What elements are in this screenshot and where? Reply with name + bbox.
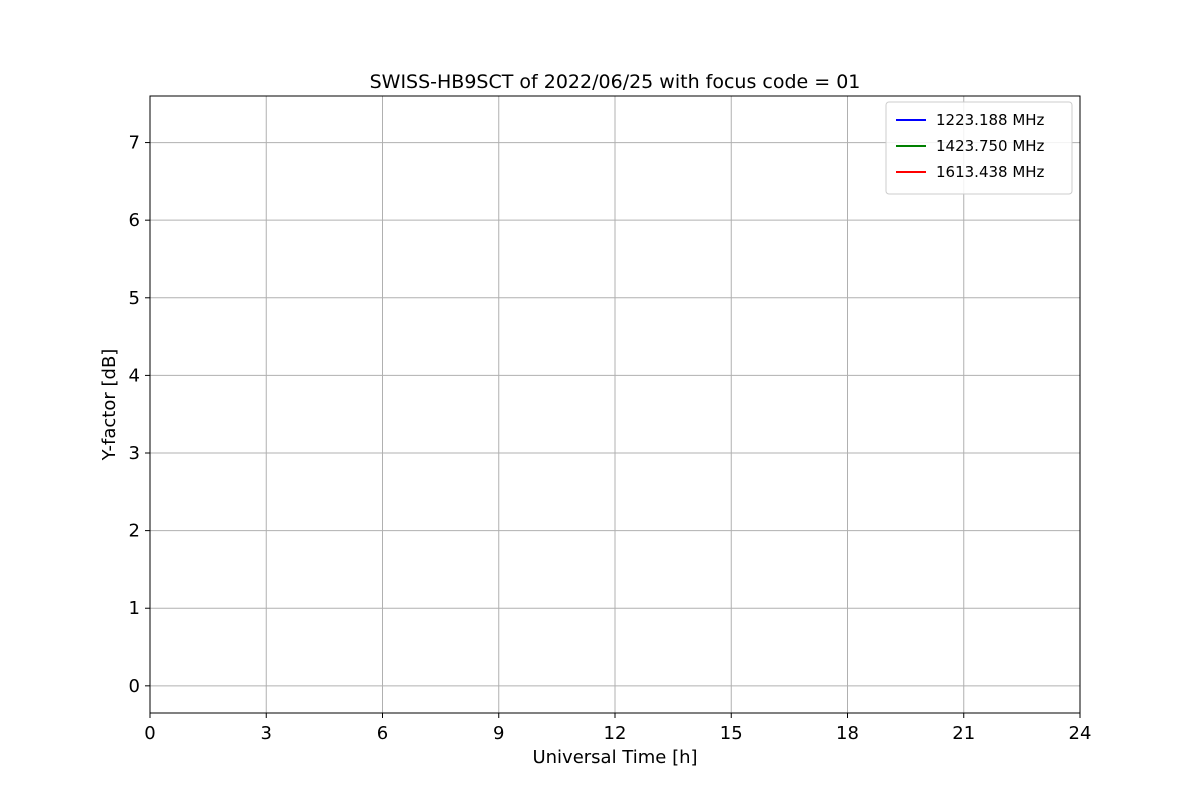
y-tick-label: 7: [129, 133, 140, 154]
x-tick-label: 9: [493, 723, 504, 744]
legend-label: 1423.750 MHz: [936, 137, 1045, 155]
x-tick-label: 15: [720, 723, 743, 744]
legend-label: 1223.188 MHz: [936, 111, 1045, 129]
x-axis-label: Universal Time [h]: [532, 747, 697, 768]
y-tick-label: 6: [129, 210, 140, 231]
x-tick-label: 3: [261, 723, 272, 744]
x-tick-label: 6: [377, 723, 388, 744]
x-tick-label: 0: [144, 723, 155, 744]
legend-label: 1613.438 MHz: [936, 163, 1045, 181]
y-axis-label: Y-factor [dB]: [99, 349, 120, 462]
grid-lines: [149, 96, 1081, 713]
x-tick-label: 18: [836, 723, 859, 744]
y-tick-label: 2: [129, 521, 140, 542]
x-tick-label: 21: [952, 723, 975, 744]
y-tick-label: 0: [129, 676, 140, 697]
x-tick-label: 12: [604, 723, 627, 744]
y-tick-label: 3: [129, 443, 140, 464]
legend: 1223.188 MHz 1423.750 MHz 1613.438 MHz: [885, 101, 1073, 195]
x-tick-label: 24: [1069, 723, 1092, 744]
chart-title: SWISS-HB9SCT of 2022/06/25 with focus co…: [370, 71, 861, 93]
legend-box: [885, 101, 1073, 195]
y-tick-label: 1: [129, 598, 140, 619]
y-tick-label: 5: [129, 288, 140, 309]
y-tick-label: 4: [129, 365, 140, 386]
